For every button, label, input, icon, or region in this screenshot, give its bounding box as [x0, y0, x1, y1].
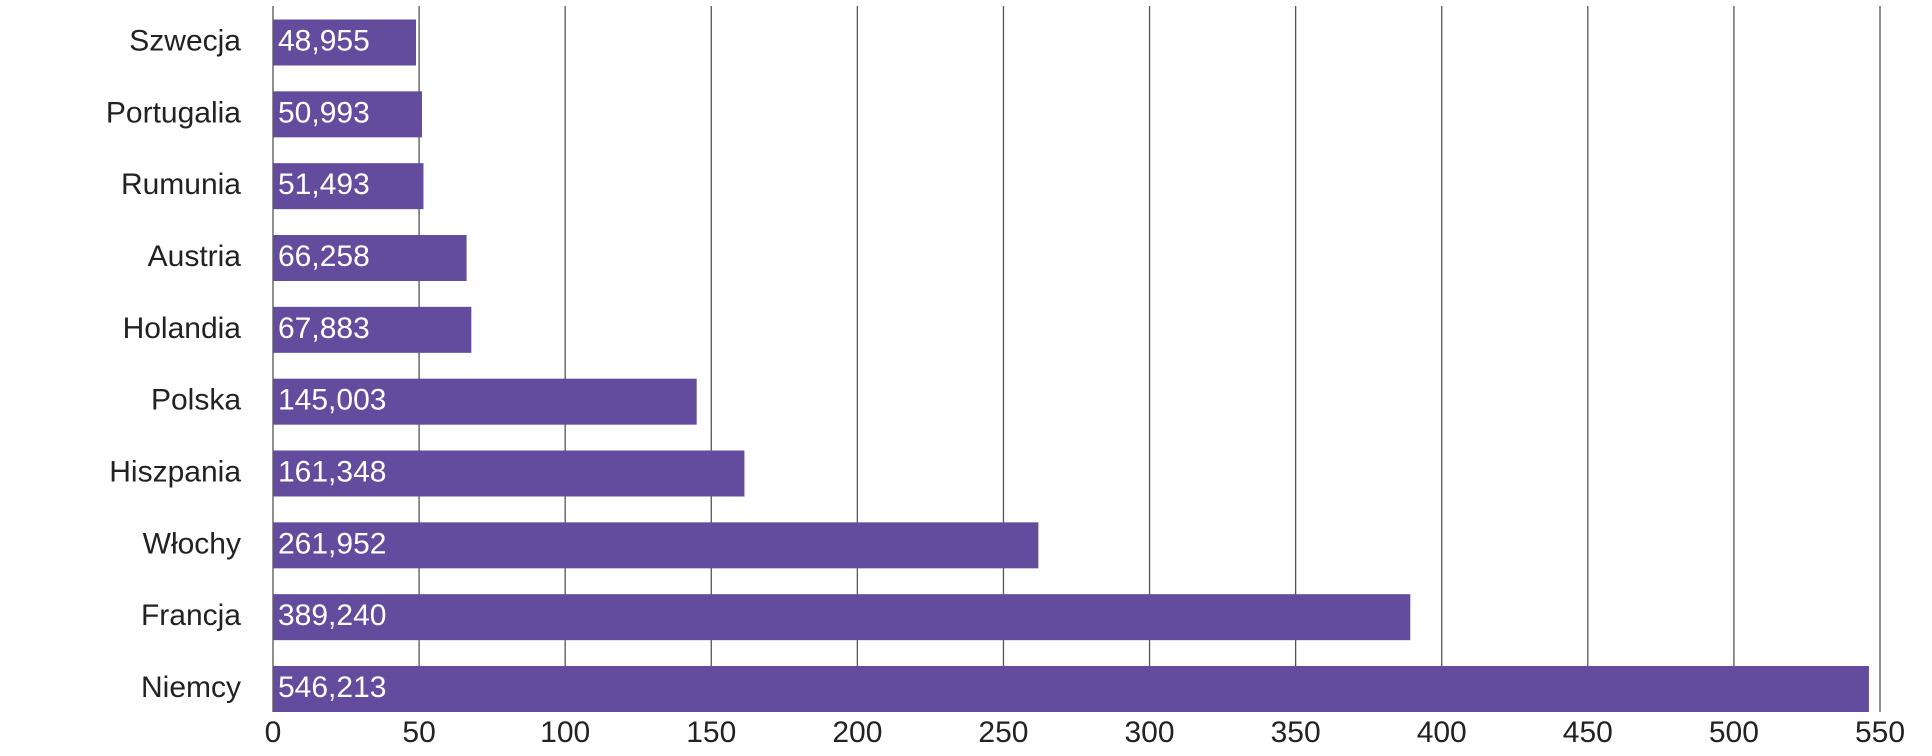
value-label: 546,213: [278, 671, 386, 704]
y-tick-label: Polska: [151, 384, 241, 417]
x-tick-label: 50: [402, 716, 435, 749]
value-label: 67,883: [278, 312, 370, 345]
x-tick-label: 400: [1417, 716, 1467, 749]
y-tick-label: Szwecja: [129, 24, 241, 57]
bar: [273, 235, 467, 281]
bar: [273, 666, 1869, 712]
y-tick-label: Holandia: [123, 312, 242, 345]
x-tick-label: 100: [540, 716, 590, 749]
y-tick-label: Rumunia: [121, 168, 241, 201]
y-tick-label: Francja: [141, 599, 241, 632]
bar: [273, 91, 422, 138]
value-label: 66,258: [278, 240, 370, 273]
y-tick-label: Niemcy: [141, 671, 241, 704]
x-tick-label: 300: [1125, 716, 1175, 749]
x-tick-label: 450: [1563, 716, 1613, 749]
value-label: 145,003: [278, 384, 386, 417]
bar: [273, 594, 1411, 641]
x-tick-label: 0: [265, 716, 282, 749]
y-tick-label: Włochy: [143, 527, 241, 560]
bar: [273, 163, 424, 210]
value-label: 51,493: [278, 168, 370, 201]
bar: [273, 306, 472, 353]
bar: [273, 378, 697, 425]
value-label: 261,952: [278, 527, 386, 560]
x-tick-label: 200: [832, 716, 882, 749]
y-tick-label: Portugalia: [106, 96, 241, 129]
x-tick-label: 500: [1709, 716, 1759, 749]
y-tick-label: Hiszpania: [109, 455, 241, 488]
x-tick-label: 350: [1271, 716, 1321, 749]
y-tick-label: Austria: [148, 240, 242, 273]
bar: [273, 19, 417, 66]
x-tick-label: 150: [686, 716, 736, 749]
value-label: 389,240: [278, 599, 386, 632]
value-label: 48,955: [278, 24, 370, 57]
x-tick-label: 550: [1855, 716, 1905, 749]
bar: [273, 522, 1039, 569]
bar: [273, 450, 745, 497]
x-tick-label: 250: [978, 716, 1028, 749]
value-label: 161,348: [278, 455, 386, 488]
value-label: 50,993: [278, 96, 370, 129]
